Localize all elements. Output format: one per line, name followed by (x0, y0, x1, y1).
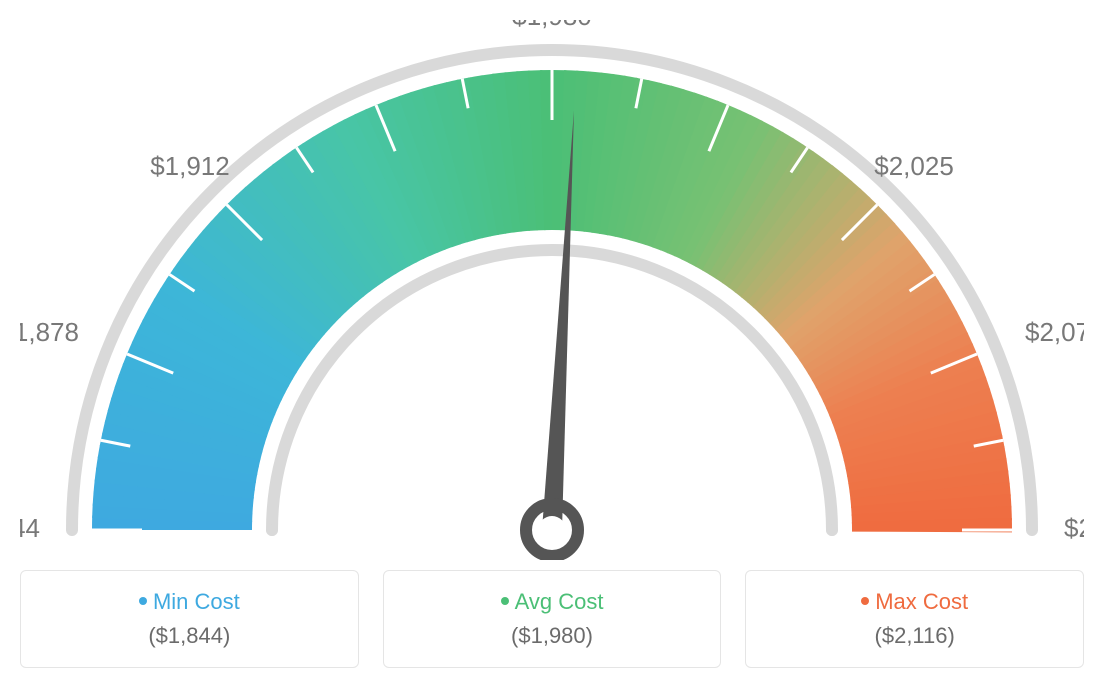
legend-card-avg: Avg Cost ($1,980) (383, 570, 722, 668)
svg-text:$1,912: $1,912 (150, 151, 230, 181)
legend-card-min: Min Cost ($1,844) (20, 570, 359, 668)
legend-avg-label: Avg Cost (515, 589, 604, 614)
dot-icon (501, 597, 509, 605)
dot-icon (861, 597, 869, 605)
legend-min-label: Min Cost (153, 589, 240, 614)
legend-card-max: Max Cost ($2,116) (745, 570, 1084, 668)
cost-gauge-chart: $1,844 $1,878 $1,912 $1,980 $2,025 $2,070 $2,1… (20, 20, 1084, 560)
gauge-svg: $1,844 $1,878 $1,912 $1,980 $2,025 $2,070 $2,1… (20, 20, 1084, 560)
svg-text:$1,844: $1,844 (20, 513, 40, 543)
svg-text:$1,878: $1,878 (20, 317, 79, 347)
legend-max-label: Max Cost (875, 589, 968, 614)
legend-max-value: ($2,116) (756, 623, 1073, 649)
legend-avg-value: ($1,980) (394, 623, 711, 649)
legend-row: Min Cost ($1,844) Avg Cost ($1,980) Max … (20, 560, 1084, 668)
legend-max-title: Max Cost (756, 589, 1073, 615)
legend-min-title: Min Cost (31, 589, 348, 615)
dot-icon (139, 597, 147, 605)
svg-text:$2,025: $2,025 (874, 151, 954, 181)
svg-text:$2,070: $2,070 (1025, 317, 1084, 347)
svg-text:$2,116: $2,116 (1064, 513, 1084, 543)
legend-avg-title: Avg Cost (394, 589, 711, 615)
legend-min-value: ($1,844) (31, 623, 348, 649)
svg-text:$1,980: $1,980 (512, 20, 592, 31)
